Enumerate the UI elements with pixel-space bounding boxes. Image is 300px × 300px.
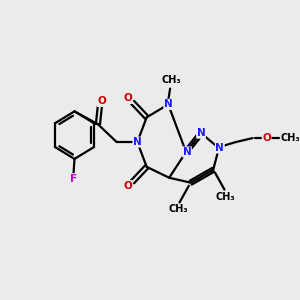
Text: N: N [197,128,206,138]
Text: N: N [164,99,172,110]
Text: CH₃: CH₃ [216,192,235,202]
Text: O: O [97,97,106,106]
Text: O: O [124,181,132,191]
Text: CH₃: CH₃ [161,75,181,85]
Text: N: N [133,137,142,147]
Text: CH₃: CH₃ [280,133,300,143]
Text: CH₃: CH₃ [169,204,188,214]
Text: O: O [124,94,132,103]
Text: N: N [215,143,224,153]
Text: N: N [183,147,191,157]
Text: O: O [262,133,271,143]
Text: F: F [70,174,77,184]
